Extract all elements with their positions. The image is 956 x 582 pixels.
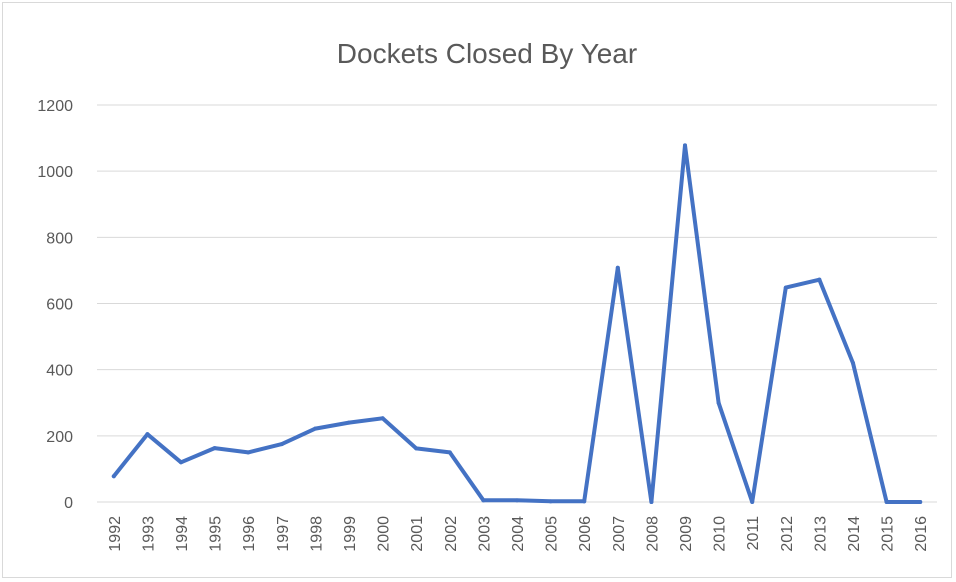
data-point xyxy=(851,361,855,366)
data-point xyxy=(716,400,721,405)
line-chart: Dockets Closed By Year 0 200 400 600 800 1000… xyxy=(37,38,937,552)
data-point xyxy=(515,498,519,503)
data-point xyxy=(884,500,889,504)
x-tick-label: 2013 xyxy=(812,516,829,552)
x-tick-label: 2014 xyxy=(846,516,863,552)
x-tick-label: 1998 xyxy=(308,516,325,552)
x-tick-label: 1996 xyxy=(241,516,258,552)
data-point xyxy=(918,500,923,504)
chart-title: Dockets Closed By Year xyxy=(337,38,637,69)
y-tick-label: 800 xyxy=(46,230,73,247)
y-tick-label: 400 xyxy=(46,363,73,380)
data-point xyxy=(750,500,755,504)
data-point xyxy=(783,285,788,290)
data-point xyxy=(246,450,251,455)
x-tick-label: 2009 xyxy=(678,516,695,552)
x-tick-label: 1993 xyxy=(140,516,157,552)
x-tick-label: 2006 xyxy=(577,516,594,552)
x-tick-label: 1997 xyxy=(275,516,292,552)
y-tick-label: 1200 xyxy=(37,98,73,115)
x-tick-label: 2012 xyxy=(779,516,796,552)
x-tick-label: 2003 xyxy=(476,516,493,552)
data-point xyxy=(649,500,654,504)
data-point xyxy=(548,499,553,504)
x-tick-label: 2004 xyxy=(510,516,527,552)
x-tick-label: 1994 xyxy=(174,516,191,552)
x-tick-label: 2011 xyxy=(745,516,762,551)
y-tick-label: 0 xyxy=(64,495,73,512)
x-tick-label: 1992 xyxy=(107,516,124,552)
x-tick-label: 2010 xyxy=(712,516,729,552)
data-point xyxy=(817,277,822,282)
data-point xyxy=(212,446,217,451)
x-tick-label: 2007 xyxy=(611,516,628,552)
data-point xyxy=(111,474,116,479)
data-point xyxy=(179,460,183,465)
x-tick-label: 2016 xyxy=(913,516,930,552)
x-tick-label: 2002 xyxy=(443,516,460,552)
x-tick-label: 2000 xyxy=(376,516,393,552)
x-tick-label: 1995 xyxy=(208,516,225,552)
series-line-0 xyxy=(111,143,923,504)
data-point xyxy=(414,446,419,451)
data-point xyxy=(279,442,284,447)
data-point xyxy=(145,432,150,437)
x-tick-label: 2001 xyxy=(409,516,426,552)
data-point xyxy=(582,499,587,504)
data-point xyxy=(683,143,687,148)
x-tick-label: 1999 xyxy=(342,516,359,552)
data-point xyxy=(615,265,620,270)
y-tick-label: 200 xyxy=(46,429,73,446)
series-layer xyxy=(111,143,923,504)
data-point xyxy=(347,420,351,425)
gridlines xyxy=(97,104,937,503)
y-tick-label: 600 xyxy=(46,297,73,314)
x-tick-label: 2008 xyxy=(644,516,661,552)
y-tick-label: 1000 xyxy=(37,164,73,181)
data-point xyxy=(313,426,318,431)
data-point xyxy=(447,450,452,455)
data-point xyxy=(380,416,385,421)
y-axis-tick-labels: 0 200 400 600 800 1000 1200 xyxy=(37,98,73,512)
x-axis-tick-labels: 1992 1993 1994 1995 1996 1997 1998 1999 2000 2001… xyxy=(107,516,930,552)
x-tick-label: 2015 xyxy=(880,516,897,552)
data-point xyxy=(481,498,486,503)
x-tick-label: 2005 xyxy=(544,516,561,552)
